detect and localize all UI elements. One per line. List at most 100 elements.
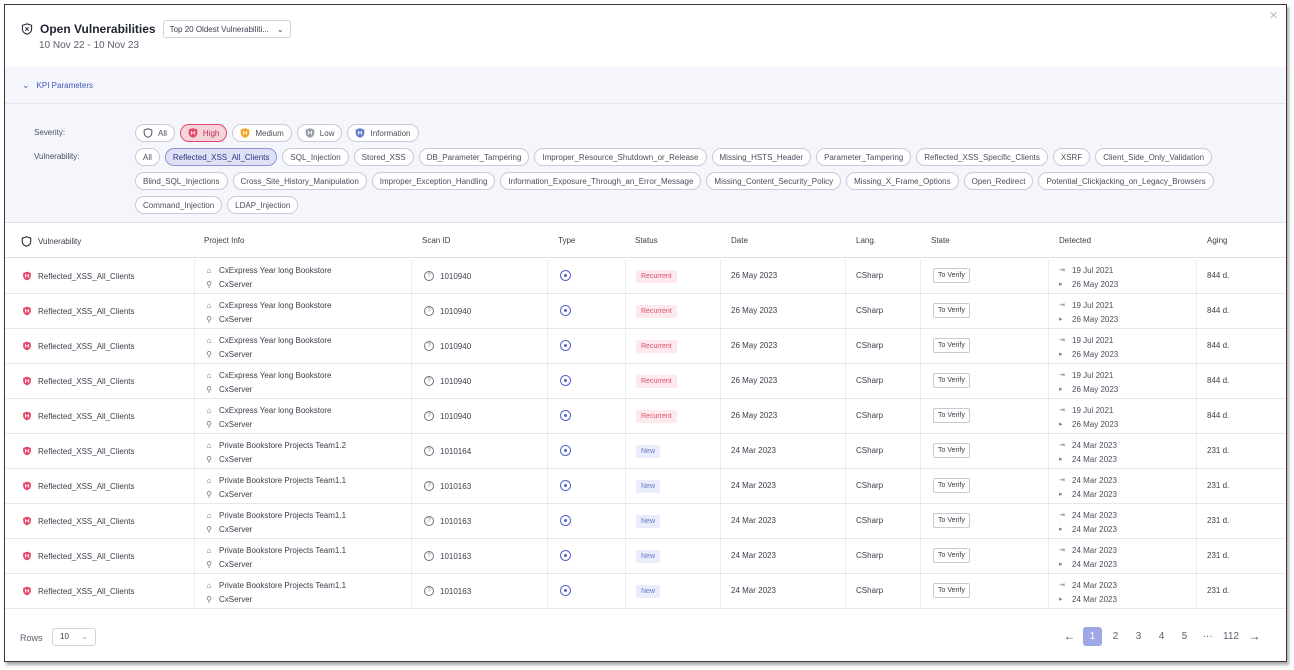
col-lang[interactable]: Lang. [856,236,877,245]
table-row[interactable]: Reflected_XSS_All_Clients ⌂ CxExpress Year… [5,329,1286,364]
table-row[interactable]: Reflected_XSS_All_Clients ⌂ CxExpress Year… [5,364,1286,399]
type-target-icon[interactable] [560,305,571,316]
vulnerability-chip[interactable]: Potential_Clickjacking_on_Legacy_Browser… [1038,172,1214,190]
vulnerability-chip[interactable]: Reflected_XSS_All_Clients [164,148,278,166]
project-info-cell[interactable]: ⌂ Private Bookstore Projects Team1.1 ⚲ CxSe… [204,474,346,502]
col-vulnerability[interactable]: Vulnerability [21,236,81,247]
type-target-icon[interactable] [560,480,571,491]
vulnerability-cell[interactable]: Reflected_XSS_All_Clients [22,516,135,526]
vulnerability-cell[interactable]: Reflected_XSS_All_Clients [22,271,135,281]
state-dropdown[interactable]: To Verify [933,548,970,563]
rows-per-page-select[interactable]: 10 ⌄ [52,628,96,646]
type-target-icon[interactable] [560,375,571,386]
table-row[interactable]: Reflected_XSS_All_Clients ⌂ Private Bookst… [5,574,1286,609]
kpi-parameters-toggle[interactable]: ⌄ KPI Parameters [22,80,93,91]
scan-id-cell[interactable]: ? 1010163 [424,586,471,596]
type-target-icon[interactable] [560,445,571,456]
table-row[interactable]: Reflected_XSS_All_Clients ⌂ CxExpress Year… [5,399,1286,434]
vulnerability-chip[interactable]: Missing_HSTS_Header [711,148,812,166]
project-info-cell[interactable]: ⌂ Private Bookstore Projects Team1.1 ⚲ CxSe… [204,509,346,537]
state-dropdown[interactable]: To Verify [933,513,970,528]
vulnerability-chip[interactable]: Missing_Content_Security_Policy [706,172,842,190]
scan-id-cell[interactable]: ? 1010940 [424,341,471,351]
vulnerability-chip[interactable]: Improper_Resource_Shutdown_or_Release [534,148,707,166]
kpi-dropdown[interactable]: Top 20 Oldest Vulnerabiliti... ⌄ [162,20,291,38]
vulnerability-cell[interactable]: Reflected_XSS_All_Clients [22,481,135,491]
vulnerability-chip[interactable]: SQL_Injection [282,148,349,166]
scan-id-cell[interactable]: ? 1010164 [424,446,471,456]
next-page-arrow-icon[interactable]: → [1248,629,1261,643]
vulnerability-chip[interactable]: Missing_X_Frame_Options [846,172,959,190]
vulnerability-cell[interactable]: Reflected_XSS_All_Clients [22,586,135,596]
page-button[interactable]: 3 [1135,631,1142,642]
vulnerability-chip[interactable]: Stored_XSS [353,148,414,166]
scan-id-cell[interactable]: ? 1010163 [424,551,471,561]
project-info-cell[interactable]: ⌂ Private Bookstore Projects Team1.2 ⚲ CxSe… [204,439,346,467]
col-aging[interactable]: Aging [1207,236,1228,245]
scan-id-cell[interactable]: ? 1010163 [424,481,471,491]
severity-chip-low[interactable]: Low [296,124,343,142]
type-target-icon[interactable] [560,550,571,561]
vulnerability-chip[interactable]: All [135,148,160,166]
scan-id-cell[interactable]: ? 1010940 [424,376,471,386]
project-info-cell[interactable]: ⌂ Private Bookstore Projects Team1.1 ⚲ CxSe… [204,579,346,607]
project-info-cell[interactable]: ⌂ CxExpress Year long Bookstore ⚲ CxServer [204,369,331,397]
state-dropdown[interactable]: To Verify [933,443,970,458]
state-dropdown[interactable]: To Verify [933,303,970,318]
type-target-icon[interactable] [560,515,571,526]
state-dropdown[interactable]: To Verify [933,478,970,493]
vulnerability-chip[interactable]: Information_Exposure_Through_an_Error_Me… [500,172,702,190]
col-state[interactable]: State [931,236,950,245]
col-date[interactable]: Date [731,236,748,245]
project-info-cell[interactable]: ⌂ CxExpress Year long Bookstore ⚲ CxServer [204,334,331,362]
state-dropdown[interactable]: To Verify [933,338,970,353]
col-status[interactable]: Status [635,236,658,245]
page-button[interactable]: 4 [1158,631,1165,642]
project-info-cell[interactable]: ⌂ CxExpress Year long Bookstore ⚲ CxServer [204,299,331,327]
vulnerability-cell[interactable]: Reflected_XSS_All_Clients [22,551,135,561]
severity-chip-high[interactable]: High [179,124,228,142]
vulnerability-chip[interactable]: Cross_Site_History_Manipulation [232,172,367,190]
table-row[interactable]: Reflected_XSS_All_Clients ⌂ Private Bookst… [5,539,1286,574]
type-target-icon[interactable] [560,340,571,351]
severity-chip-all[interactable]: All [135,124,175,142]
col-scan-id[interactable]: Scan ID [422,236,451,245]
col-project-info[interactable]: Project Info [204,236,245,245]
type-target-icon[interactable] [560,585,571,596]
scan-id-cell[interactable]: ? 1010940 [424,411,471,421]
page-button[interactable]: 112 [1223,631,1239,642]
state-dropdown[interactable]: To Verify [933,408,970,423]
vulnerability-chip[interactable]: XSRF [1052,148,1091,166]
col-type[interactable]: Type [558,236,576,245]
scan-id-cell[interactable]: ? 1010940 [424,306,471,316]
table-row[interactable]: Reflected_XSS_All_Clients ⌂ Private Bookst… [5,469,1286,504]
vulnerability-cell[interactable]: Reflected_XSS_All_Clients [22,306,135,316]
scan-id-cell[interactable]: ? 1010163 [424,516,471,526]
severity-chip-information[interactable]: Information [347,124,419,142]
vulnerability-cell[interactable]: Reflected_XSS_All_Clients [22,411,135,421]
type-target-icon[interactable] [560,410,571,421]
type-target-icon[interactable] [560,270,571,281]
state-dropdown[interactable]: To Verify [933,373,970,388]
scan-id-cell[interactable]: ? 1010940 [424,271,471,281]
project-info-cell[interactable]: ⌂ CxExpress Year long Bookstore ⚲ CxServer [204,404,331,432]
page-button[interactable]: 5 [1181,631,1188,642]
prev-page-arrow-icon[interactable]: ← [1063,629,1076,643]
page-button[interactable]: 2 [1112,631,1119,642]
table-row[interactable]: Reflected_XSS_All_Clients ⌂ CxExpress Year… [5,259,1286,294]
table-row[interactable]: Reflected_XSS_All_Clients ⌂ Private Bookst… [5,434,1286,469]
close-icon[interactable]: × [1269,7,1278,24]
vulnerability-chip[interactable]: LDAP_Injection [227,196,299,214]
vulnerability-chip[interactable]: Open_Redirect [963,172,1034,190]
vulnerability-chip[interactable]: Client_Side_Only_Validation [1095,148,1213,166]
project-info-cell[interactable]: ⌂ CxExpress Year long Bookstore ⚲ CxServer [204,264,331,292]
vulnerability-cell[interactable]: Reflected_XSS_All_Clients [22,376,135,386]
table-row[interactable]: Reflected_XSS_All_Clients ⌂ Private Bookst… [5,504,1286,539]
col-detected[interactable]: Detected [1059,236,1092,245]
severity-chip-medium[interactable]: Medium [232,124,292,142]
vulnerability-chip[interactable]: Improper_Exception_Handling [371,172,496,190]
vulnerability-chip[interactable]: Command_Injection [135,196,223,214]
vulnerability-chip[interactable]: Blind_SQL_Injections [135,172,228,190]
vulnerability-chip[interactable]: Parameter_Tampering [816,148,912,166]
page-button[interactable]: 1 [1083,627,1103,646]
